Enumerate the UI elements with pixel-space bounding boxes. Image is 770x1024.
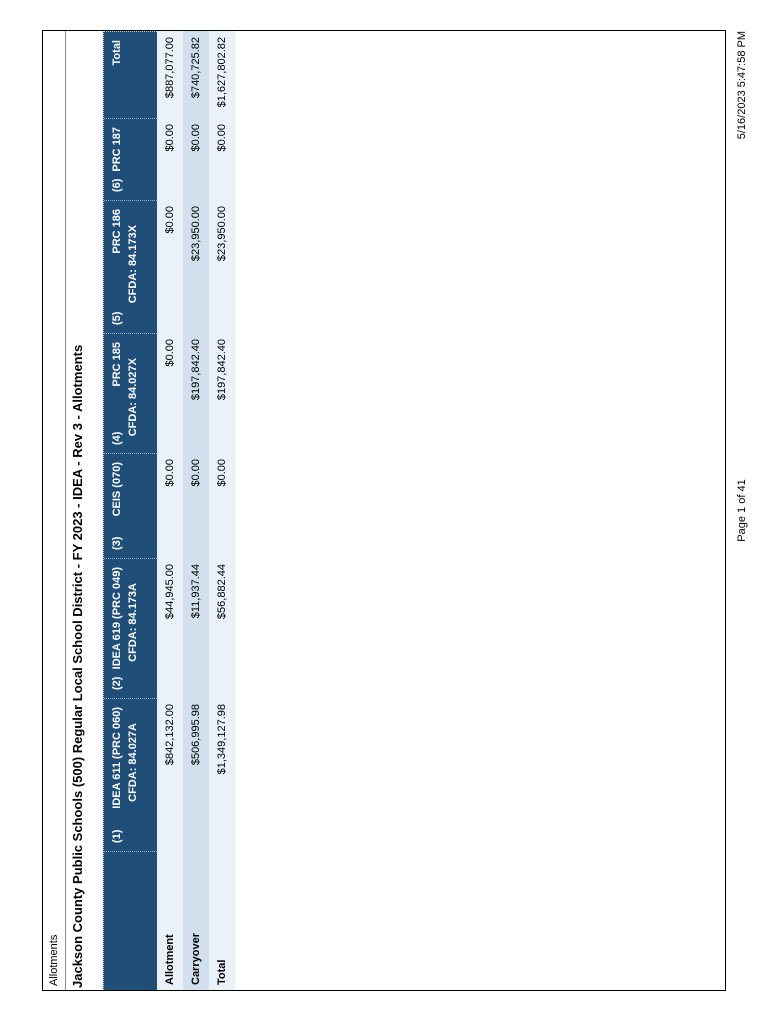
amount-cell: $0.00 [164, 339, 176, 367]
amount-cell: $197,842.40 [190, 339, 202, 401]
amount-cell: $56,882.44 [216, 564, 228, 620]
column-header-idea-619-prc-049: (2) IDEA 619 (PRC 049) CFDA: 84.173A [104, 559, 157, 699]
amount-cell: $23,950.00 [216, 206, 228, 262]
amount-cell: $23,950.00 [190, 206, 202, 262]
amount-cell: $0.00 [190, 124, 202, 152]
report-header-title: Allotments [48, 934, 60, 986]
table-row: Allotment $842,132.00 $44,945.00 $0.00 $0.00… [157, 31, 183, 990]
row-label: Carryover [190, 933, 202, 985]
amount-cell: $842,132.00 [164, 704, 176, 766]
column-header-ceis-070: (3) CEIS (070) [104, 454, 157, 559]
report-title: Jackson County Public Schools (500) Regu… [70, 344, 85, 988]
print-timestamp: 5/16/2023 5:47:58 PM [736, 31, 748, 140]
column-number: (4) [111, 431, 123, 445]
amount-cell: $1,349,127.98 [216, 704, 228, 775]
table-row: Carryover $506,995.98 $11,937.44 $0.00 $197,… [183, 31, 209, 990]
amount-cell: $1,627,802.82 [216, 37, 228, 108]
column-cfda: CFDA: 84.027A [127, 723, 139, 802]
amount-cell: $0.00 [216, 124, 228, 152]
column-number: (2) [111, 676, 123, 690]
column-number: (5) [111, 311, 123, 325]
amount-cell: $0.00 [216, 459, 228, 487]
amount-cell: $0.00 [164, 124, 176, 152]
page-number: Page 1 of 41 [736, 479, 748, 542]
column-name: Total [111, 40, 123, 66]
amount-cell: $0.00 [164, 206, 176, 234]
amount-cell: $740,725.82 [190, 37, 202, 99]
allotments-table: (1) IDEA 611 (PRC 060) CFDA: 84.027A (2) IDE… [103, 31, 235, 990]
corner-header-cell [104, 852, 157, 990]
column-number: (3) [111, 536, 123, 550]
column-cfda: CFDA: 84.173A [127, 583, 139, 662]
column-header-idea-611-prc-060: (1) IDEA 611 (PRC 060) CFDA: 84.027A [104, 699, 157, 852]
table-row: Total $1,349,127.98 $56,882.44 $0.00 $197,84… [209, 31, 235, 990]
amount-cell: $0.00 [164, 459, 176, 487]
amount-cell: $44,945.00 [164, 564, 176, 620]
amount-cell: $0.00 [190, 459, 202, 487]
table-body: Allotment $842,132.00 $44,945.00 $0.00 $0.00… [157, 31, 235, 990]
amount-cell: $197,842.40 [216, 339, 228, 401]
column-number: (6) [111, 178, 123, 192]
amount-cell: $11,937.44 [190, 564, 202, 619]
report-page-border: Allotments Jackson County Public Schools… [42, 30, 726, 991]
column-number: (1) [111, 829, 123, 843]
table-header-row: (1) IDEA 611 (PRC 060) CFDA: 84.027A (2) IDE… [103, 31, 157, 990]
row-label: Total [216, 959, 228, 985]
column-header-prc-185: (4) PRC 185 CFDA: 84.027X [104, 334, 157, 454]
column-header-total: Total [104, 32, 157, 119]
column-header-prc-187: (6) PRC 187 [104, 119, 157, 201]
page-footer: Page 1 of 41 5/16/2023 5:47:58 PM [736, 30, 752, 991]
amount-cell: $887,077.00 [164, 37, 176, 99]
report-header: Allotments [43, 31, 66, 990]
column-cfda: CFDA: 84.027X [127, 358, 139, 437]
amount-cell: $506,995.98 [190, 704, 202, 766]
row-label: Allotment [164, 934, 176, 985]
column-header-prc-186: (5) PRC 186 CFDA: 84.173X [104, 201, 157, 334]
column-cfda: CFDA: 84.173X [127, 225, 139, 304]
